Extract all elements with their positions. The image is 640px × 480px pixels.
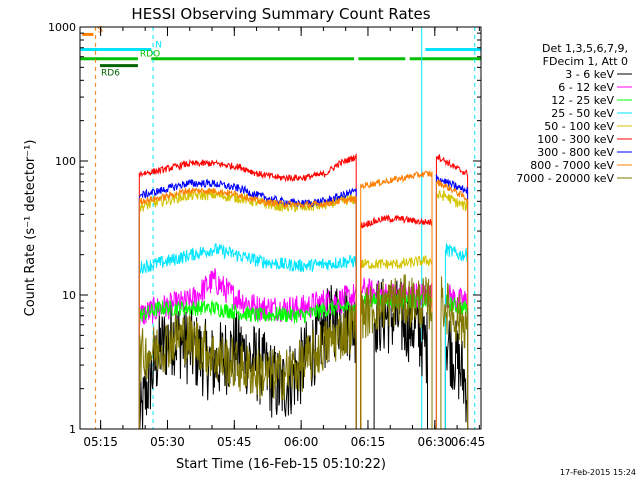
- flag-rdo-label: RDO: [140, 50, 160, 60]
- series-7000-20000-kev-trace: [440, 276, 469, 429]
- legend-label-25-50-kev: 25 - 50 keV: [551, 107, 614, 120]
- series-7000-20000-kev-trace: [360, 274, 433, 429]
- chart-title: HESSI Observing Summary Count Rates: [131, 5, 430, 23]
- series-12-25-kev-trace: [138, 298, 357, 429]
- series-100-300-kev-trace: [435, 154, 469, 429]
- series-25-50-kev-trace: [444, 243, 469, 429]
- series-50-100-kev-trace: [435, 189, 469, 429]
- legend: Det 1,3,5,6,7,9,FDecim 1, Att 03 - 6 keV…: [516, 42, 632, 185]
- x-tick-label: 06:00: [284, 435, 319, 449]
- y-axis-label: Count Rate (s⁻¹ detector⁻¹): [23, 140, 38, 317]
- y-tick-label: 100: [55, 155, 76, 168]
- flag-rd6-label: RD6: [101, 69, 120, 79]
- x-tick-label: 05:15: [83, 435, 118, 449]
- legend-label-6-12-kev: 6 - 12 keV: [558, 81, 614, 94]
- series-3-6-kev-trace: [444, 320, 469, 429]
- legend-label-800-7000-kev: 800 - 7000 keV: [530, 159, 614, 172]
- plot-frame: [79, 26, 482, 430]
- series-800-7000-kev-trace: [138, 187, 357, 429]
- series-300-800-kev-trace: [138, 178, 357, 429]
- series-100-300-kev-trace: [138, 153, 357, 429]
- series-800-7000-kev-trace: [435, 179, 469, 429]
- y-axis-ticks: 1 10 100 1000: [48, 21, 481, 436]
- y-tick-label: 10: [62, 289, 76, 302]
- series-50-100-kev-trace: [360, 255, 433, 429]
- x-tick-label: 06:30: [417, 435, 452, 449]
- x-tick-label: 05:45: [217, 435, 252, 449]
- series-100-300-kev-trace: [360, 214, 433, 429]
- flag-n-label: N: [155, 40, 162, 50]
- legend-header-line: Det 1,3,5,6,7,9,: [542, 42, 628, 55]
- legend-label-100-300-kev: 100 - 300 keV: [537, 133, 614, 146]
- legend-label-50-100-kev: 50 - 100 keV: [544, 120, 614, 133]
- series-800-7000-kev-trace: [360, 169, 433, 429]
- y-tick-label: 1: [69, 423, 76, 436]
- count-rate-series: [138, 153, 469, 430]
- legend-label-12-25-kev: 12 - 25 keV: [551, 94, 614, 107]
- x-tick-label: 05:30: [150, 435, 185, 449]
- x-tick-label: 06:45: [451, 435, 486, 449]
- y-tick-label: 1000: [48, 21, 76, 34]
- legend-label-7000-20000-kev: 7000 - 20000 keV: [516, 172, 614, 185]
- series-25-50-kev-trace: [138, 243, 357, 429]
- legend-label-3-6-kev: 3 - 6 keV: [565, 68, 614, 81]
- footer-timestamp: 17-Feb-2015 15:24: [560, 468, 636, 477]
- x-axis-label: Start Time (16-Feb-15 05:10:22): [176, 457, 386, 472]
- legend-label-300-800-kev: 300 - 800 keV: [537, 146, 614, 159]
- x-tick-label: 06:15: [351, 435, 386, 449]
- series-7000-20000-kev-trace: [138, 304, 357, 429]
- legend-header-line: FDecim 1, Att 0: [543, 55, 628, 68]
